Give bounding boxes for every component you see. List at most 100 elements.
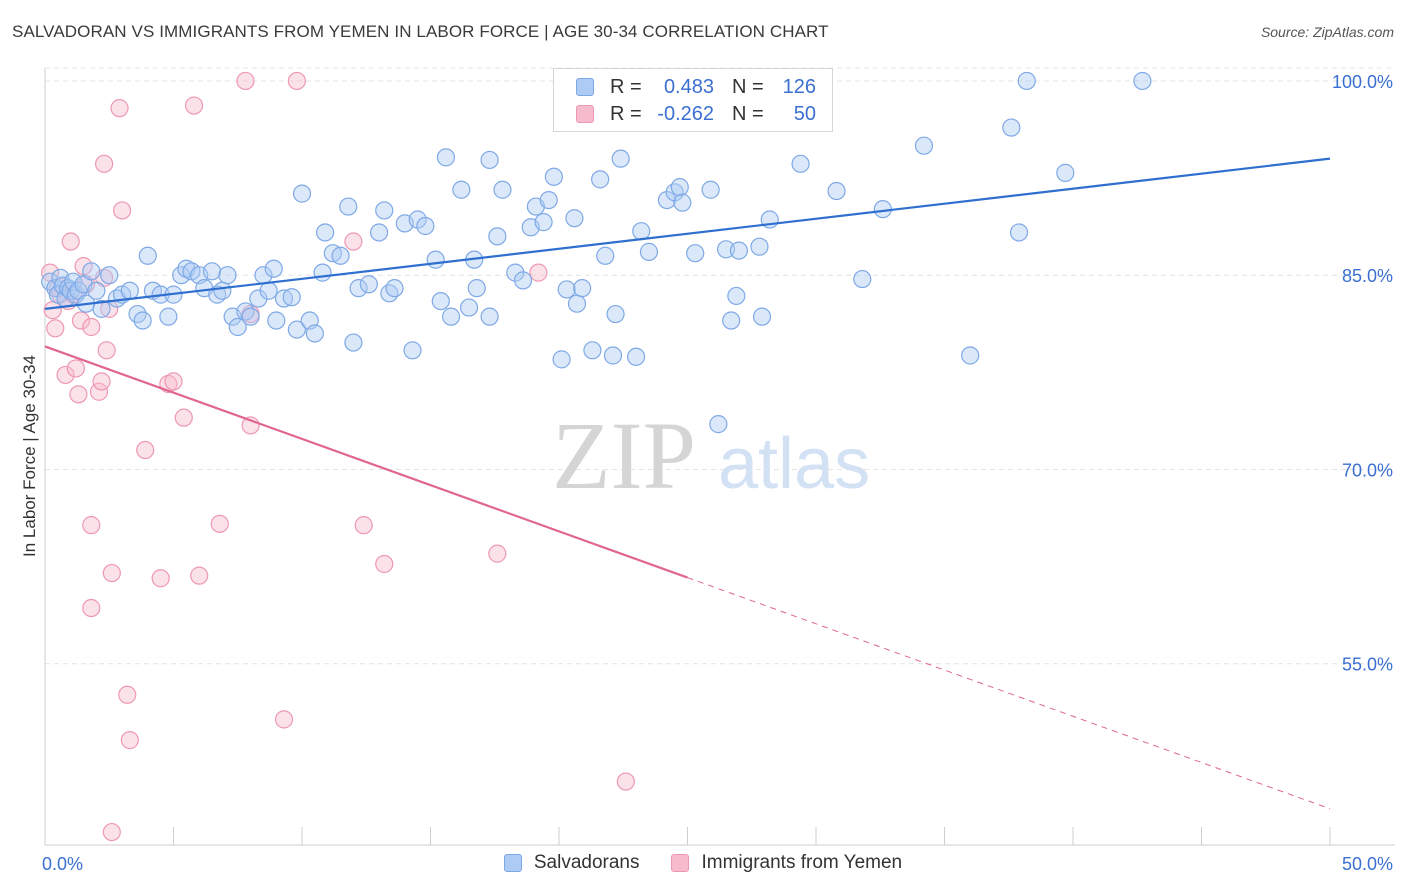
data-point: [1002, 118, 1021, 137]
data-point: [552, 350, 571, 369]
data-point: [827, 181, 846, 201]
data-point: [385, 279, 404, 298]
legend-n-value: 50: [793, 102, 816, 125]
data-point: [344, 232, 363, 251]
data-point: [853, 269, 872, 289]
legend-r-value: 0.483: [663, 75, 714, 98]
data-point: [729, 241, 749, 260]
y-tick-label: 55.0%: [1342, 655, 1393, 675]
data-point: [639, 242, 659, 261]
data-point: [606, 304, 625, 324]
data-point: [513, 271, 533, 290]
data-point: [292, 184, 312, 203]
data-point: [267, 311, 286, 330]
data-point: [441, 307, 461, 326]
data-point: [112, 201, 132, 220]
data-point: [136, 440, 155, 460]
data-point: [100, 266, 119, 285]
data-point: [82, 317, 101, 337]
data-point: [467, 279, 486, 298]
data-point: [611, 149, 630, 168]
axes: [44, 68, 1395, 846]
data-point: [118, 685, 137, 704]
data-point: [459, 298, 479, 317]
legend-label-yemen: Immigrants from Yemen: [701, 852, 903, 873]
data-point: [46, 319, 65, 338]
legend-swatch-blue: [576, 78, 594, 96]
data-point: [282, 288, 301, 307]
data-point: [316, 223, 335, 242]
y-tick-label: 100.0%: [1332, 72, 1393, 92]
data-point: [82, 598, 101, 618]
data-point: [544, 167, 563, 186]
data-point: [436, 148, 456, 167]
data-point: [120, 281, 139, 300]
watermark-zip: ZIP: [552, 402, 696, 509]
data-point: [339, 197, 358, 216]
data-point: [213, 281, 232, 300]
data-point: [349, 279, 368, 298]
data-point: [375, 554, 394, 574]
data-point: [274, 710, 294, 729]
trend-line-salvadorans: [44, 157, 1331, 310]
grid-lines: [45, 67, 1395, 665]
legend-item-yemen: Immigrants from Yemen: [671, 852, 902, 874]
trend-line-yemen-extension: [687, 577, 1331, 810]
data-point: [452, 180, 471, 199]
data-point: [370, 223, 389, 242]
data-point: [164, 372, 183, 391]
data-point: [92, 372, 111, 391]
data-point: [56, 365, 75, 385]
data-point: [506, 263, 525, 282]
legend-n-label: N =: [732, 102, 764, 125]
series-legend: Salvadorans Immigrants from Yemen: [0, 852, 1406, 874]
tick-labels: 55.0% 70.0% 85.0% 100.0% 0.0% 50.0%: [42, 72, 1393, 874]
data-point: [632, 222, 651, 241]
data-point: [1009, 223, 1029, 242]
data-point: [210, 514, 229, 533]
x-tick-label: 0.0%: [42, 854, 83, 874]
legend-r-label: R =: [610, 102, 642, 125]
data-point: [89, 382, 109, 401]
chart-title: SALVADORAN VS IMMIGRANTS FROM YEMEN IN L…: [12, 22, 829, 41]
data-point: [71, 311, 91, 330]
data-point: [1017, 71, 1036, 91]
legend-swatch-blue: [503, 854, 522, 872]
data-point: [426, 250, 445, 269]
data-point: [236, 302, 255, 321]
data-point: [354, 516, 373, 535]
legend-row-salvadorans: R = 0.483 N = 126: [576, 74, 816, 100]
stats-legend: R = 0.483 N = 126 R = -0.262 N = 50: [553, 68, 833, 132]
data-point: [573, 279, 592, 298]
data-point: [159, 307, 178, 326]
data-point: [92, 299, 111, 318]
data-point: [380, 284, 399, 303]
data-point: [557, 280, 576, 299]
legend-row-yemen: R = -0.262 N = 50: [576, 101, 816, 127]
data-point: [359, 275, 378, 294]
data-point: [184, 96, 204, 115]
legend-item-salvadorans: Salvadorans: [503, 852, 639, 874]
data-point: [190, 566, 209, 585]
data-point: [97, 341, 116, 360]
data-point: [727, 286, 746, 306]
data-point: [534, 213, 553, 232]
data-point: [241, 307, 260, 326]
data-point: [1056, 163, 1075, 182]
watermark-atlas: atlas: [718, 424, 870, 504]
data-point: [722, 311, 741, 330]
data-point: [539, 190, 558, 210]
data-point: [305, 324, 324, 343]
data-point: [375, 201, 394, 220]
y-tick-label: 70.0%: [1342, 460, 1393, 480]
data-point: [344, 333, 363, 352]
data-point: [752, 307, 772, 326]
data-point: [657, 190, 677, 210]
data-point: [416, 216, 435, 236]
data-point: [264, 259, 283, 278]
data-point: [259, 281, 278, 300]
data-point: [670, 178, 689, 197]
data-point: [95, 154, 114, 173]
data-point: [403, 341, 422, 360]
